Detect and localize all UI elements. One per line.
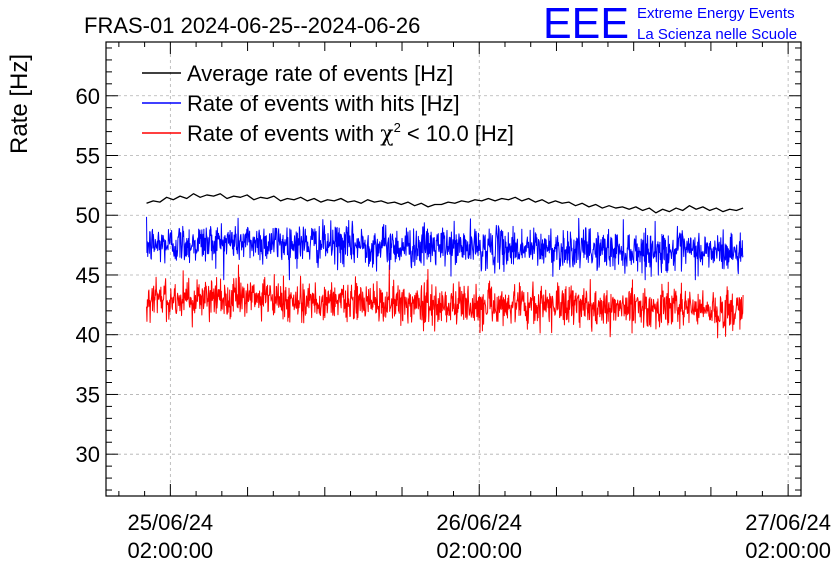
- y-tick-label: 30: [76, 442, 100, 467]
- grid: [106, 42, 801, 496]
- legend-label-blue: Rate of events with hits [Hz]: [187, 91, 460, 116]
- y-tick-label: 60: [76, 84, 100, 109]
- axis-labels: 30 35 40 45 50 55 60 25/06/24 02:00:00 26/06/24 02…: [76, 84, 831, 563]
- y-tick-label: 45: [76, 263, 100, 288]
- legend-label-black: Average rate of events [Hz]: [187, 61, 453, 86]
- y-tick-label: 50: [76, 203, 100, 228]
- series-line-average-rate: [146, 193, 744, 214]
- x-tick-label-date: 25/06/24: [128, 510, 214, 535]
- logo: EEE Extreme Energy Events La Scienza nel…: [543, 0, 797, 48]
- y-tick-label: 55: [76, 144, 100, 169]
- x-tick-label-date: 27/06/24: [745, 510, 831, 535]
- series-group: [146, 193, 744, 339]
- y-tick-label: 35: [76, 382, 100, 407]
- eee-logo-mark: EEE: [543, 0, 629, 48]
- series-line-hits-rate: [146, 216, 744, 281]
- logo-line2: La Scienza nelle Scuole: [637, 26, 797, 43]
- legend: Average rate of events [Hz] Rate of even…: [142, 61, 514, 147]
- y-axis-label: Rate [Hz]: [6, 54, 33, 154]
- y-tick-label: 40: [76, 323, 100, 348]
- axis-ticks: [106, 42, 801, 496]
- series-line-chi2-rate: [146, 264, 744, 339]
- legend-label-red: Rate of events with χ2 < 10.0 [Hz]: [187, 120, 514, 147]
- chart-title: FRAS-01 2024-06-25--2024-06-26: [84, 13, 420, 38]
- x-tick-label-time: 02:00:00: [745, 538, 831, 563]
- logo-line1: Extreme Energy Events: [637, 5, 795, 22]
- x-tick-label-date: 26/06/24: [436, 510, 522, 535]
- x-tick-label-time: 02:00:00: [436, 538, 522, 563]
- x-tick-label-time: 02:00:00: [128, 538, 214, 563]
